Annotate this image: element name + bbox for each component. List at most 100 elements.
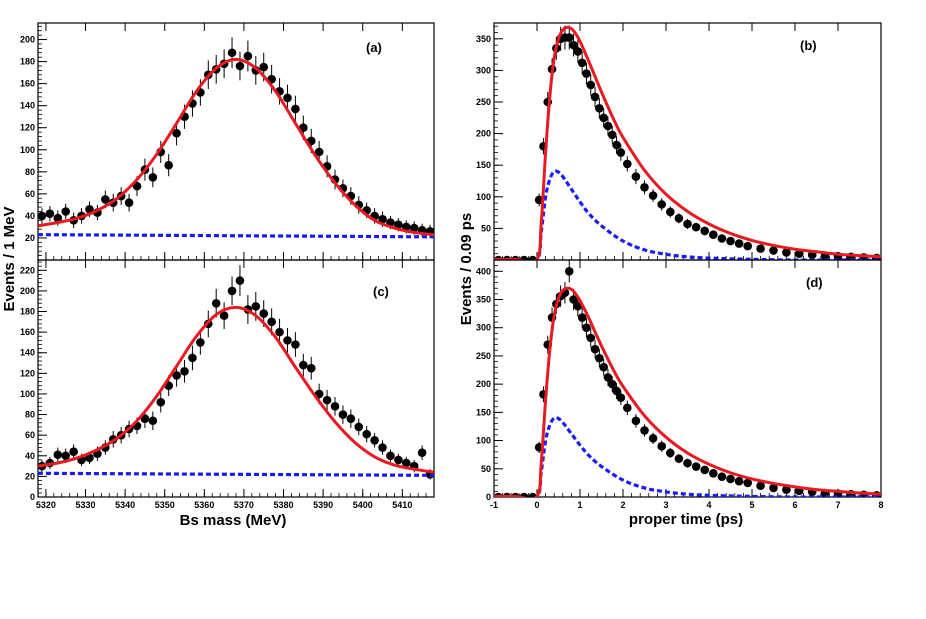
data-point	[417, 448, 427, 457]
data-point	[188, 353, 197, 363]
data-point	[45, 209, 55, 219]
y-tick-label: 0	[486, 492, 491, 502]
y-tick-label: 50	[481, 464, 491, 474]
x-tick-label: 5320	[36, 500, 56, 510]
data-point	[616, 393, 626, 402]
y-tick-label: 140	[20, 348, 35, 358]
data-point	[577, 313, 587, 322]
data-point	[603, 373, 613, 382]
data-point	[612, 140, 621, 150]
y-tick-label: 100	[20, 145, 35, 155]
data-point	[674, 213, 684, 223]
fit-curve	[494, 286, 881, 497]
data-point	[306, 363, 316, 373]
x-tick-label: 5390	[313, 500, 333, 510]
y-tick-label: 300	[476, 65, 491, 75]
data-point	[291, 104, 300, 114]
data-point	[623, 159, 632, 169]
y-tick-label: 150	[476, 160, 491, 170]
data-point	[227, 48, 237, 58]
data-point	[666, 207, 675, 217]
data-point	[401, 458, 411, 468]
data-point	[528, 492, 537, 497]
data-point	[38, 211, 47, 221]
plot-area	[494, 25, 881, 260]
data-point	[528, 255, 537, 260]
data-point	[275, 327, 284, 337]
background-curve	[38, 233, 434, 239]
y-tick-label: 160	[20, 327, 35, 337]
y-tick-label: 180	[20, 57, 35, 67]
y-tick-label: 100	[476, 192, 491, 202]
y-tick-label: 250	[476, 97, 491, 107]
y-tick-label: 300	[476, 323, 491, 333]
data-point	[726, 236, 735, 246]
panel-label: (a)	[366, 40, 382, 55]
y-tick-label: 60	[25, 430, 35, 440]
y-tick-label: 80	[25, 410, 35, 420]
data-point	[219, 311, 229, 320]
y-tick-label: 220	[20, 265, 35, 275]
y-tick-label: 140	[20, 101, 35, 111]
y-tick-label: 200	[476, 129, 491, 139]
x-tick-label: 5330	[76, 500, 96, 510]
data-point	[69, 447, 78, 456]
x-tick-label: 5350	[155, 500, 175, 510]
x-tick-label: 5400	[353, 500, 373, 510]
data-point	[243, 51, 253, 61]
y-tick-label: 40	[25, 211, 35, 221]
data-point	[586, 80, 596, 90]
y-tick-label: 200	[20, 35, 35, 45]
data-point	[657, 200, 666, 209]
data-point	[599, 362, 608, 372]
data-point	[409, 223, 419, 233]
data-point	[378, 443, 387, 452]
data-point	[394, 220, 403, 230]
right-y-axis-title: Events / 0.09 ps	[458, 213, 475, 326]
x-tick-label: 8	[878, 500, 883, 510]
x-tick-label: 5370	[234, 500, 254, 510]
data-point	[577, 58, 587, 68]
data-point	[683, 458, 692, 468]
data-point	[743, 478, 752, 488]
y-tick-label: 200	[476, 379, 491, 389]
data-point	[756, 244, 765, 253]
data-point	[394, 455, 403, 465]
x-tick-label: 6	[792, 500, 797, 510]
x-tick-label: 7	[835, 500, 840, 510]
data-point	[330, 402, 340, 411]
data-point	[291, 340, 300, 349]
data-point	[717, 234, 727, 243]
data-point	[769, 246, 778, 255]
y-tick-label: 120	[20, 123, 35, 133]
data-point	[235, 276, 245, 285]
x-tick-label: 5380	[274, 500, 294, 510]
x-tick-label: 5410	[392, 500, 412, 510]
data-point	[595, 104, 604, 113]
data-point	[648, 434, 658, 443]
panel-label: (c)	[373, 284, 389, 299]
data-point	[267, 317, 276, 327]
data-point	[700, 465, 709, 475]
panel-label: (d)	[806, 275, 823, 290]
data-point	[235, 61, 245, 71]
data-point	[769, 483, 778, 493]
fit-curve	[494, 25, 881, 260]
panel-label: (b)	[800, 38, 817, 53]
y-tick-label: 350	[476, 34, 491, 44]
data-point	[370, 436, 379, 445]
data-point	[569, 295, 578, 304]
data-point	[196, 338, 205, 347]
data-point	[590, 92, 600, 102]
background-curve	[494, 169, 881, 260]
data-point	[362, 429, 371, 439]
y-tick-label: 40	[25, 451, 35, 461]
x-tick-label: 0	[534, 500, 539, 510]
left-y-axis-title: Events / 1 MeV	[1, 206, 18, 311]
data-point	[700, 226, 709, 236]
x-tick-label: 1	[577, 500, 582, 510]
data-point	[582, 69, 591, 78]
data-point	[227, 286, 237, 296]
